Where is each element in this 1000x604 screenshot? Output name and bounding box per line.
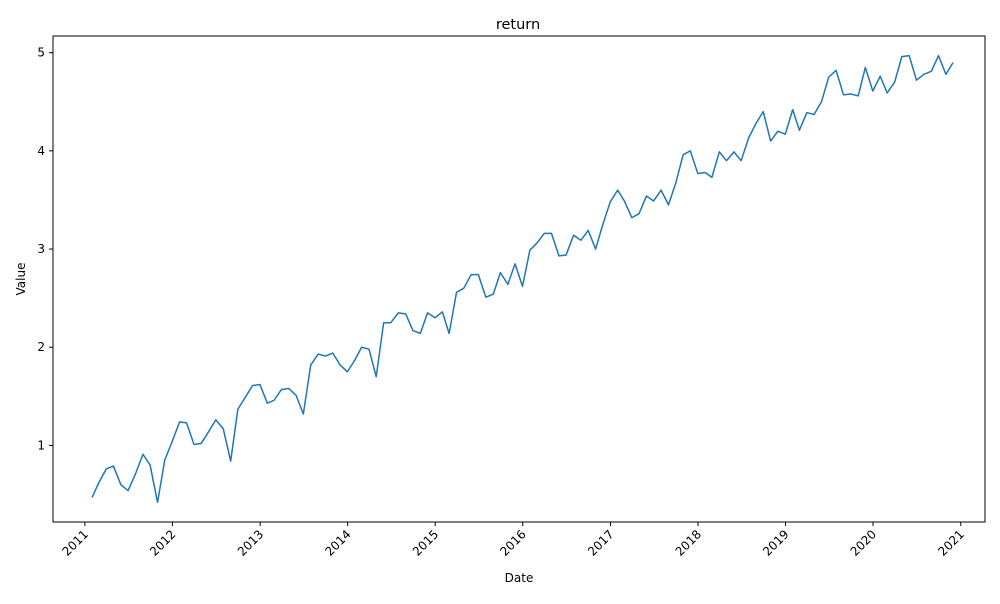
series-line [91,54,954,504]
x-axis: 2011 2012 2013 2014 2015 2016 2017 2018 2019 2020… [60,522,967,559]
x-tick-label: 2012 [147,527,178,558]
axes-frame [52,35,986,523]
x-tick-label: 2011 [60,527,91,558]
x-axis-label: Date [505,571,534,585]
y-tick-label: 1 [37,438,45,452]
x-tick-label: 2015 [410,527,441,558]
y-axis: 1 2 3 4 5 [37,46,53,452]
x-tick-label: 2019 [760,527,791,558]
y-axis-label: Value [14,263,28,296]
y-tick-label: 3 [37,242,45,256]
x-tick-label: 2016 [497,527,528,558]
x-tick-label: 2013 [235,527,266,558]
x-tick-label: 2018 [673,527,704,558]
y-tick-label: 2 [37,340,45,354]
y-tick-label: 5 [37,46,45,60]
x-tick-label: 2020 [848,527,879,558]
y-tick-label: 4 [37,144,45,158]
x-tick-label: 2021 [935,527,966,558]
chart-title: return [496,17,540,33]
x-tick-label: 2014 [322,527,353,558]
x-tick-label: 2017 [585,527,616,558]
plot-area [91,54,954,504]
